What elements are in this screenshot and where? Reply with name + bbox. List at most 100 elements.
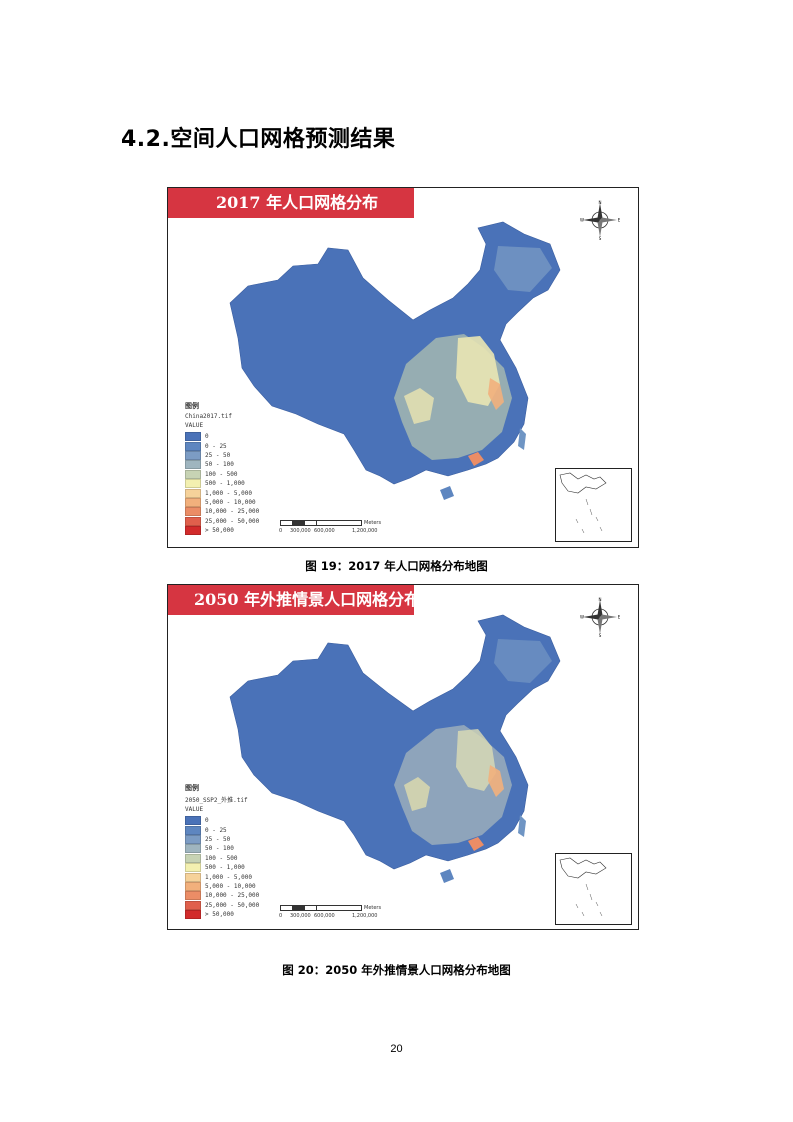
legend-label: > 50,000 [205,911,234,919]
legend-title: 图例 [185,784,199,792]
legend-swatch [185,844,201,854]
scale-tick: 300,000 [290,913,311,919]
legend-item: 5,000 - 10,000 [185,497,259,507]
scale-tick: 1,200,000 [352,913,378,919]
china-map-2017 [229,221,561,500]
legend-label: 1,000 - 5,000 [205,489,252,497]
compass-n: N [599,597,602,602]
legend-label: 100 - 500 [205,854,238,862]
legend-swatch [185,825,201,835]
legend-swatch [185,834,201,844]
legend-swatch [185,872,201,882]
legend-swatch [185,432,201,442]
legend-swatch [185,816,201,826]
legend-label: 500 - 1,000 [205,480,245,488]
legend-label: > 50,000 [205,527,234,535]
legend-field: VALUE [185,806,204,813]
scale-tick: 300,000 [290,528,311,534]
legend-swatch [185,891,201,901]
legend-swatch [185,516,201,526]
compass-n: N [599,200,602,205]
legend-label: 25,000 - 50,000 [205,901,260,909]
figure-caption: 图 19：2017 年人口网格分布地图 [305,559,488,573]
legend-label: 25 - 50 [205,451,231,459]
legend-swatch [185,853,201,863]
scale-bar: 0 300,000 600,000 1,200,000 Meters [279,905,382,920]
legend-label: 50 - 100 [205,845,234,853]
legend-label: 0 [205,433,209,441]
legend-label: 1,000 - 5,000 [205,873,252,881]
legend-item: 50 - 100 [185,460,259,470]
legend-label: 25 - 50 [205,835,231,843]
legend-item: > 50,000 [185,526,259,536]
legend-swatch [185,526,201,536]
legend-item: 100 - 500 [185,853,259,863]
scale-unit: Meters [364,520,382,526]
legend-item: 5,000 - 10,000 [185,881,259,891]
legend-file: China2017.tif [185,413,232,420]
legend-swatch [185,910,201,920]
legend-swatch [185,488,201,498]
legend-label: 50 - 100 [205,461,234,469]
legend-label: 100 - 500 [205,470,238,478]
compass-rose-icon: N S E W [580,597,620,637]
map-banner-2050: 2050 年外推情景人口网格分布 [168,585,420,615]
south-china-sea-inset [555,853,632,925]
legend-label: 0 - 25 [205,826,227,834]
legend-swatch [185,507,201,517]
legend-item: 0 - 25 [185,825,259,835]
legend-label: 0 - 25 [205,442,227,450]
legend-item: 1,000 - 5,000 [185,488,259,498]
legend-item: 100 - 500 [185,469,259,479]
scale-tick: 600,000 [314,528,335,534]
section-title: 4.2.空间人口网格预测结果 [121,127,396,152]
legend-item: 500 - 1,000 [185,863,259,873]
legend-swatch [185,469,201,479]
legend-item: 0 - 25 [185,441,259,451]
legend-item: 0 [185,432,259,442]
legend-item: 50 - 100 [185,844,259,854]
legend-item: 1,000 - 5,000 [185,872,259,882]
legend-item: > 50,000 [185,910,259,920]
legend-label: 500 - 1,000 [205,864,245,872]
legend-label: 0 [205,817,209,825]
legend-field: VALUE [185,422,204,429]
legend-swatch [185,881,201,891]
legend-item: 25,000 - 50,000 [185,900,260,910]
legend-swatch [185,450,201,460]
legend-swatch [185,479,201,489]
population-map-2050: 2050 年外推情景人口网格分布 N S E W 图例 2050_SSP2_外推… [167,584,639,930]
legend-swatch [185,460,201,470]
legend-item: 25,000 - 50,000 [185,516,260,526]
scale-tick: 0 [279,528,283,534]
legend-item: 10,000 - 25,000 [185,507,260,517]
china-map-2050 [229,614,561,883]
population-map-2017: 2017 年人口网格分布 N S E W 图例 China2017.tif VA… [167,187,639,548]
legend-title: 图例 [185,402,199,410]
legend-file: 2050_SSP2_外推.tif [185,797,248,804]
compass-s: S [599,236,602,240]
legend-label: 10,000 - 25,000 [205,508,260,516]
figure-caption: 图 20：2050 年外推情景人口网格分布地图 [282,963,511,977]
legend-item: 0 [185,816,259,826]
south-china-sea-inset [555,468,632,542]
legend-swatch [185,497,201,507]
compass-w: W [580,615,584,620]
legend-label: 5,000 - 10,000 [205,882,256,890]
page-number: 20 [390,1043,403,1055]
scale-unit: Meters [364,905,382,911]
compass-s: S [599,633,602,637]
map-banner-2017: 2017 年人口网格分布 [168,188,414,218]
legend-swatch [185,441,201,451]
legend-swatch [185,900,201,910]
legend-label: 5,000 - 10,000 [205,498,256,506]
scale-tick: 0 [279,913,283,919]
scale-bar: 0 300,000 600,000 1,200,000 Meters [279,520,382,535]
compass-e: E [618,615,620,620]
legend-label: 25,000 - 50,000 [205,517,260,525]
legend-item: 500 - 1,000 [185,479,259,489]
legend-item: 25 - 50 [185,450,259,460]
scale-tick: 1,200,000 [352,528,378,534]
